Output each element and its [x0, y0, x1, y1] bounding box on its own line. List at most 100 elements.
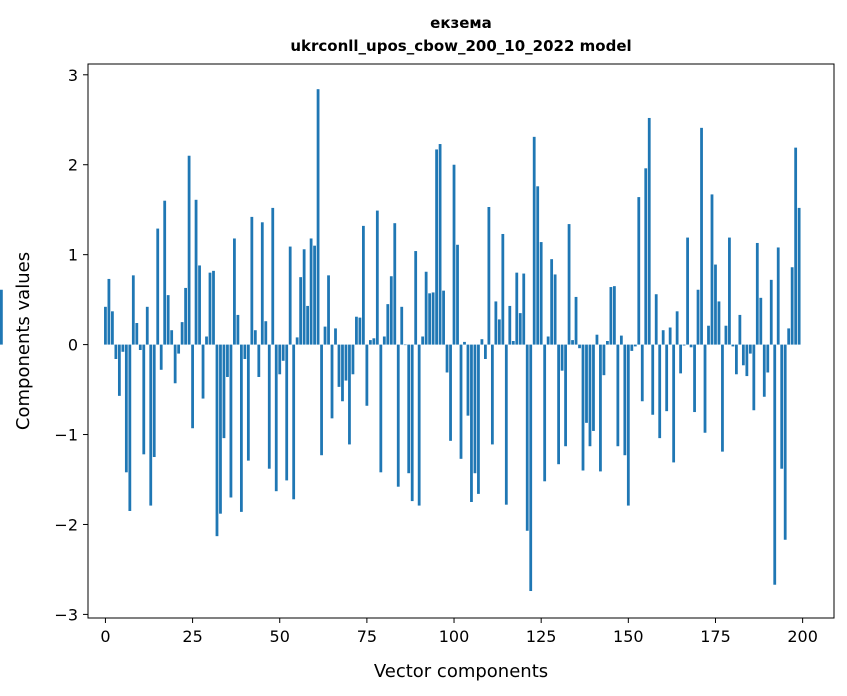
y-tick-label: −2 — [54, 515, 78, 534]
chart-title: екзема — [430, 14, 492, 32]
bar-156 — [647, 117, 651, 345]
bar-54 — [292, 344, 296, 500]
bar-57 — [302, 249, 306, 345]
bar-183 — [741, 344, 745, 366]
bar-163 — [672, 344, 676, 463]
bar-86 — [403, 344, 407, 346]
bar-97 — [442, 290, 445, 345]
bar-139 — [588, 344, 592, 447]
bar-24 — [187, 155, 191, 345]
bar-14 — [152, 344, 156, 458]
bar-91 — [421, 336, 425, 345]
bar-78 — [375, 210, 379, 345]
bar-124 — [536, 186, 540, 345]
x-axis-ticks: 0 25 50 75 100 125 150 175 200 — [100, 618, 818, 646]
bar-90 — [417, 344, 421, 506]
bar-102 — [459, 344, 463, 459]
bar-89 — [414, 251, 418, 345]
bar-110 — [487, 207, 491, 345]
bar-series — [0, 89, 801, 592]
bar-15 — [156, 228, 160, 345]
bar-146 — [612, 286, 616, 345]
bar-179 — [728, 237, 731, 345]
y-tick-label: 0 — [68, 336, 78, 355]
bar-169 — [693, 344, 696, 413]
bar-36 — [229, 344, 233, 498]
bar-25 — [191, 344, 194, 429]
bar-189 — [762, 344, 766, 397]
bar-192 — [773, 344, 777, 585]
bar-138 — [585, 344, 588, 423]
bar-116 — [508, 305, 512, 345]
bar-187 — [755, 242, 759, 345]
x-tick-label: 125 — [526, 627, 557, 646]
x-tick-label: 200 — [787, 627, 818, 646]
bar-17 — [163, 200, 167, 345]
bar-172 — [703, 344, 707, 433]
bar-2 — [111, 311, 114, 345]
bar-127 — [546, 336, 550, 345]
bar-46 — [264, 321, 268, 345]
bar-5 — [121, 344, 125, 352]
bar-8 — [131, 275, 135, 345]
bar-141 — [595, 334, 599, 345]
bar-33 — [219, 344, 222, 514]
bar-159 — [658, 344, 662, 439]
bar-34 — [222, 344, 226, 439]
bar-9 — [135, 323, 139, 345]
bar-125 — [539, 242, 543, 345]
bar-55 — [295, 337, 299, 345]
bar-81 — [386, 304, 390, 345]
bar-109 — [484, 344, 487, 359]
bar-111 — [490, 344, 494, 445]
chart-subtitle: ukrconll_upos_cbow_200_10_2022 model — [290, 37, 631, 55]
x-tick-label: 100 — [439, 627, 470, 646]
bar-28 — [201, 344, 205, 399]
bar-108 — [480, 339, 484, 345]
x-tick-label: 150 — [613, 627, 644, 646]
bar-74 — [362, 225, 365, 345]
bar-136 — [578, 344, 581, 349]
bar-93 — [428, 293, 432, 345]
y-tick-label: −3 — [54, 605, 78, 624]
bar-76 — [368, 340, 372, 345]
bar-122 — [529, 344, 533, 592]
bar-113 — [497, 319, 501, 345]
bar-149 — [623, 344, 627, 456]
bar-184 — [745, 344, 749, 377]
bar-29 — [205, 336, 208, 345]
bar-129 — [553, 274, 557, 345]
bar-155 — [644, 168, 648, 345]
bar-157 — [651, 344, 655, 415]
bar-30 — [208, 272, 212, 345]
bar-100 — [452, 164, 456, 345]
bar-147 — [616, 344, 620, 447]
bar-105 — [470, 344, 473, 502]
bar-67 — [337, 344, 341, 387]
bar-135 — [574, 296, 578, 345]
bar-73 — [358, 317, 362, 345]
bar-10 — [138, 344, 142, 350]
bar-101 — [456, 244, 459, 345]
bar-42 — [250, 216, 254, 345]
bar-58 — [306, 305, 310, 345]
bar-106 — [473, 344, 477, 474]
bar-198 — [794, 147, 798, 345]
bar-181 — [735, 344, 738, 375]
y-tick-label: 2 — [68, 156, 78, 175]
bar-154 — [640, 344, 644, 402]
bar-59 — [309, 238, 313, 345]
bar-65 — [330, 344, 334, 419]
bar-174 — [710, 194, 714, 345]
bar-121 — [525, 344, 529, 531]
bar-114 — [501, 233, 505, 345]
bar-69 — [344, 344, 348, 381]
bar-115 — [504, 344, 508, 505]
bar-16 — [159, 344, 163, 370]
bar-148 — [619, 335, 623, 345]
bar-173 — [707, 325, 710, 345]
bar-196 — [787, 328, 791, 345]
bar-12 — [145, 306, 149, 345]
bar-134 — [571, 340, 574, 345]
bar-52 — [285, 344, 289, 481]
